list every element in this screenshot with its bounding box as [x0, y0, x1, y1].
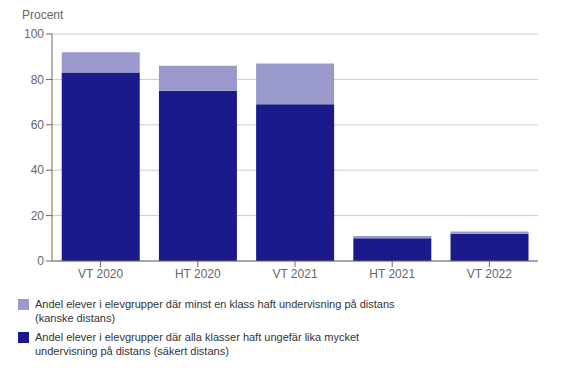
html-text:Andel elever i elevgrupper där: Andel elever i elevgrupper där minst en …	[35, 298, 395, 324]
svg-text:VT 2021: VT 2021	[272, 267, 317, 281]
svg-text:HT 2021: HT 2021	[369, 267, 415, 281]
svg-text:0: 0	[37, 254, 44, 268]
svg-text:80: 80	[31, 73, 45, 87]
svg-text:100: 100	[24, 27, 44, 41]
svg-text:VT 2020: VT 2020	[78, 267, 123, 281]
svg-text:40: 40	[31, 163, 45, 177]
html-text:Andel elever i elevgrupper där: Andel elever i elevgrupper där alla klas…	[35, 331, 360, 357]
svg-text:60: 60	[31, 118, 45, 132]
svg-text:HT 2020: HT 2020	[175, 267, 221, 281]
svg-text:20: 20	[31, 209, 45, 223]
html-text:Procent: Procent	[22, 8, 64, 22]
svg-text:VT 2022: VT 2022	[467, 267, 512, 281]
